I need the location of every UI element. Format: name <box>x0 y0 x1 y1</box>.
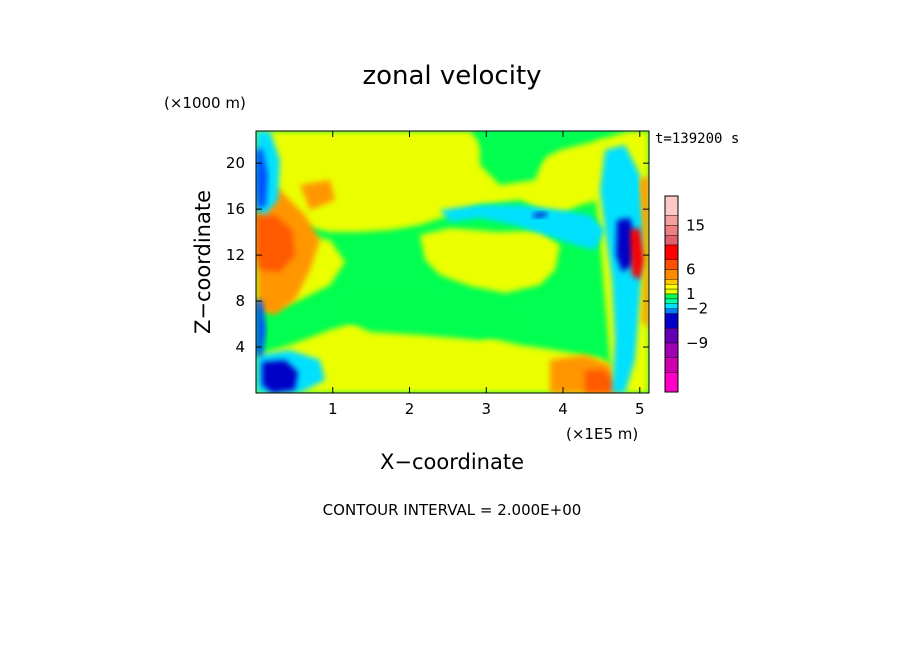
field-redorange-lower-right <box>585 370 615 393</box>
colorbar-level <box>664 225 679 236</box>
colorbar-frame <box>664 195 679 393</box>
x-tick-label: 1 <box>328 400 338 418</box>
field-redorange-left-jet <box>256 215 295 272</box>
x-tick-label: 5 <box>635 400 645 418</box>
colorbar-level <box>664 244 679 260</box>
colorbar-level <box>664 279 679 285</box>
colorbar-level <box>664 342 679 358</box>
colorbar-level <box>664 308 679 314</box>
field-navy-upper-streak <box>533 212 547 218</box>
x-tick-label: 3 <box>482 400 492 418</box>
colorbar: 15 6 1−2 −9 <box>664 195 708 393</box>
x-axis: 1 2 3 4 5 <box>328 131 645 418</box>
x-unit-label: (×1E5 m) <box>566 425 638 443</box>
field-green-upper-pocket <box>480 140 545 185</box>
colorbar-level <box>664 234 679 246</box>
chart-title: zonal velocity <box>362 61 541 91</box>
colorbar-level <box>664 372 679 393</box>
colorbar-level <box>664 357 679 373</box>
colorbar-tick-label: −9 <box>686 334 708 352</box>
colorbar-tick-label: 1 <box>686 285 696 303</box>
y-tick-label: 16 <box>226 200 245 218</box>
y-unit-label: (×1000 m) <box>164 94 246 112</box>
x-tick-label: 4 <box>558 400 568 418</box>
plot-frame <box>255 130 650 394</box>
colorbar-tick-label: 6 <box>686 261 696 279</box>
colorbar-tick-label: −2 <box>686 300 708 318</box>
colorbar-level <box>664 303 679 309</box>
field-cyan-upper-right <box>440 205 605 250</box>
field-navy-lower-left <box>262 360 298 393</box>
y-tick-label: 20 <box>226 154 245 172</box>
field-orange-upper-left <box>300 180 335 210</box>
y-axis-label: Z−coordinate <box>191 190 215 334</box>
y-tick-label: 12 <box>226 246 245 264</box>
field-red-right-core <box>630 228 645 280</box>
colorbar-level <box>664 288 679 295</box>
colorbar-level <box>664 215 679 226</box>
field-yellow-bottom <box>256 318 622 393</box>
y-tick-label: 8 <box>235 292 245 310</box>
plot-area <box>256 131 649 393</box>
colorbar-level <box>664 293 679 300</box>
time-label: t=139200 s <box>655 131 739 147</box>
colorbar-level <box>664 269 679 280</box>
field-orange-right-edge <box>640 175 649 330</box>
x-tick-label: 2 <box>405 400 415 418</box>
colorbar-level <box>664 313 679 329</box>
y-tick-label: 4 <box>235 338 245 356</box>
field-yellow-center <box>420 228 560 293</box>
x-axis-label: X−coordinate <box>380 450 524 474</box>
colorbar-tick-label: 15 <box>686 216 705 234</box>
field-green-lower-pocket <box>345 298 520 340</box>
field-yellow-upper <box>256 131 615 232</box>
colorbar-level <box>664 328 679 344</box>
colorbar-level <box>664 195 679 216</box>
colorbar-level <box>664 298 679 304</box>
field-blue-left-mid <box>256 300 266 358</box>
colorbar-level <box>664 284 679 290</box>
colorbar-level <box>664 259 679 270</box>
contour-interval-label: CONTOUR INTERVAL = 2.000E+00 <box>323 501 582 519</box>
y-axis: 4 8 12 16 20 <box>226 154 649 356</box>
